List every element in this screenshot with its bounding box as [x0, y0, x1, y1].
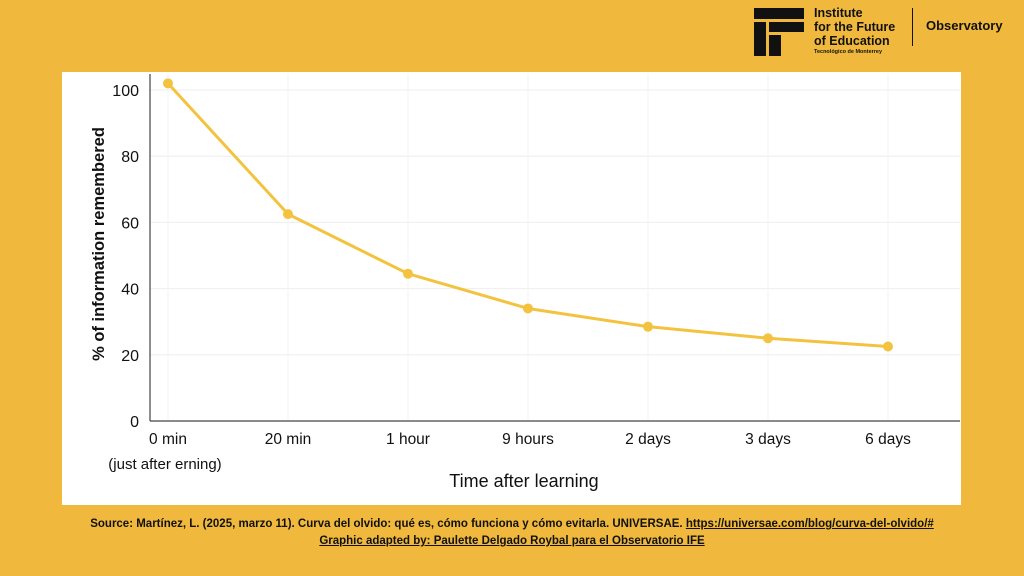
y-tick-label-4: 80: [121, 149, 139, 166]
header: Institute for the Future of Education Te…: [0, 0, 1024, 66]
data-point-5: [763, 333, 773, 344]
source-link[interactable]: https://universae.com/blog/curva-del-olv…: [685, 518, 934, 530]
logo-line-2: for the Future: [814, 20, 896, 34]
x-tick-label-2: 1 hour: [386, 431, 430, 448]
data-point-0: [163, 78, 173, 89]
data-point-6: [883, 341, 893, 352]
x-tick-label-3: 9 hours: [502, 431, 554, 448]
source-text: Source: Martínez, L. (2025, marzo 11). C…: [90, 518, 683, 530]
logo-line-3: of Education: [814, 34, 890, 48]
y-axis-title: % of information remembered: [90, 127, 108, 361]
x-tick-label-4: 2 days: [625, 431, 671, 448]
section-label: Observatory: [926, 18, 1003, 33]
logo-divider: [912, 8, 913, 46]
x-tick-label-0: 0 min: [149, 431, 187, 448]
y-tick-label-2: 40: [121, 282, 139, 299]
x-tick-label-6: 6 days: [865, 431, 911, 448]
x-axis-title: Time after learning: [449, 471, 598, 491]
data-point-2: [403, 268, 413, 279]
forgetting-curve-chart: 0 20 40 60 80 100 0 min (just after erning) 20 m…: [90, 74, 960, 491]
x-tick-label-5: 3 days: [745, 431, 791, 448]
x-tick-sublabel-0: (just after erning): [108, 456, 221, 473]
footer: Source: Martínez, L. (2025, marzo 11). C…: [0, 516, 1024, 550]
source-citation: Source: Martínez, L. (2025, marzo 11). C…: [0, 516, 1024, 533]
data-point-1: [283, 209, 293, 220]
data-point-4: [643, 321, 653, 332]
logo-wordmark: Institute for the Future of Education Te…: [814, 6, 895, 56]
data-point-3: [523, 303, 533, 314]
chart-panel: 0 20 40 60 80 100 0 min (just after erning) 20 m…: [62, 72, 961, 505]
y-tick-label-5: 100: [112, 83, 139, 100]
y-tick-label-0: 0: [130, 414, 139, 431]
x-tick-label-1: 20 min: [265, 431, 312, 448]
logo-line-1: Institute: [814, 6, 863, 20]
logo-tagline: Tecnológico de Monterrey: [814, 49, 883, 55]
y-tick-label-1: 20: [121, 348, 139, 365]
ife-logo-icon: [754, 8, 804, 56]
graphic-credit: Graphic adapted by: Paulette Delgado Roy…: [319, 535, 705, 547]
y-tick-label-3: 60: [121, 215, 139, 232]
